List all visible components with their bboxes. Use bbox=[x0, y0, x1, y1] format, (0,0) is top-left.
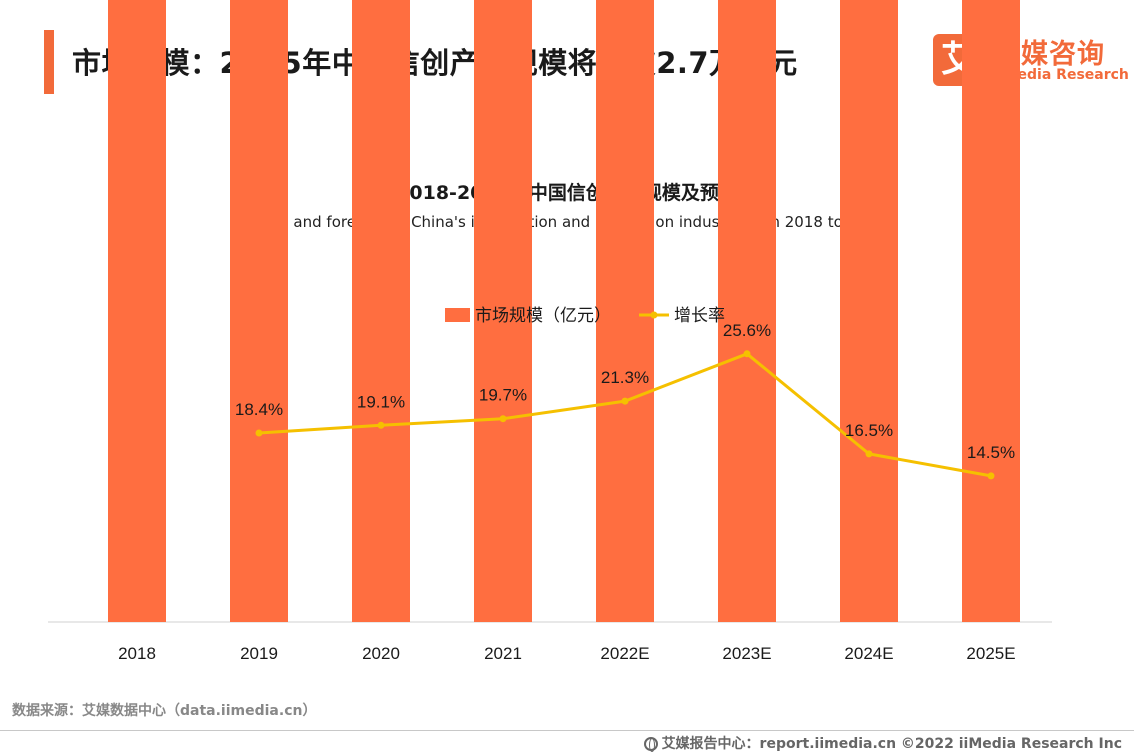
growth-label-2024E: 16.5% bbox=[845, 421, 893, 440]
x-tick-2023E: 2023E bbox=[722, 644, 771, 663]
x-tick-2024E: 2024E bbox=[844, 644, 893, 663]
growth-point-2021 bbox=[499, 415, 507, 423]
legend-bar-swatch bbox=[445, 308, 470, 322]
growth-label-2020: 19.1% bbox=[357, 392, 405, 411]
bar-2020 bbox=[352, 0, 410, 622]
x-tick-2021: 2021 bbox=[484, 644, 522, 663]
bar-2018 bbox=[108, 0, 166, 622]
logo-en-text: iiMedia Research bbox=[994, 67, 1129, 83]
footer-source: 数据来源：艾媒数据中心（data.iimedia.cn） bbox=[12, 703, 317, 719]
bar-2025E bbox=[962, 0, 1020, 622]
bar-2024E bbox=[840, 0, 898, 622]
growth-point-2023E bbox=[743, 350, 751, 358]
x-tick-2025E: 2025E bbox=[966, 644, 1015, 663]
growth-label-2021: 19.7% bbox=[479, 386, 527, 405]
x-tick-2019: 2019 bbox=[240, 644, 278, 663]
growth-point-2022E bbox=[621, 397, 629, 405]
title-accent-bar bbox=[44, 30, 54, 94]
footer-right-text: 艾媒报告中心：report.iimedia.cn ©2022 iiMedia R… bbox=[661, 736, 1122, 752]
growth-label-2025E: 14.5% bbox=[967, 443, 1015, 462]
growth-label-2023E: 25.6% bbox=[723, 321, 771, 340]
legend-line-label: 增长率 bbox=[674, 306, 725, 326]
growth-label-2022E: 21.3% bbox=[601, 368, 649, 387]
legend-bar-label: 市场规模（亿元） bbox=[475, 306, 611, 326]
x-tick-2020: 2020 bbox=[362, 644, 400, 663]
x-tick-2018: 2018 bbox=[118, 644, 156, 663]
bar-line-chart: 8148.420189649.8201911495.8202013758.820… bbox=[48, 0, 1052, 663]
footer-divider bbox=[0, 730, 1134, 731]
growth-point-2024E bbox=[865, 450, 873, 458]
bar-2021 bbox=[474, 0, 532, 622]
growth-label-2019: 18.4% bbox=[235, 400, 283, 419]
bar-2022E bbox=[596, 0, 654, 622]
growth-point-2019 bbox=[255, 429, 263, 437]
bar-2023E bbox=[718, 0, 776, 622]
growth-point-2020 bbox=[377, 421, 385, 429]
page-title: 市场规模：2025年中国信创产业规模将突破2.7万亿元 bbox=[72, 46, 798, 80]
legend-line-marker bbox=[650, 311, 658, 319]
footer-report-center: 艾媒报告中心：report.iimedia.cn ©2022 iiMedia R… bbox=[643, 733, 1122, 753]
x-tick-2022E: 2022E bbox=[600, 644, 649, 663]
growth-point-2025E bbox=[987, 472, 995, 480]
bar-2019 bbox=[230, 0, 288, 622]
globe-icon bbox=[643, 737, 658, 752]
